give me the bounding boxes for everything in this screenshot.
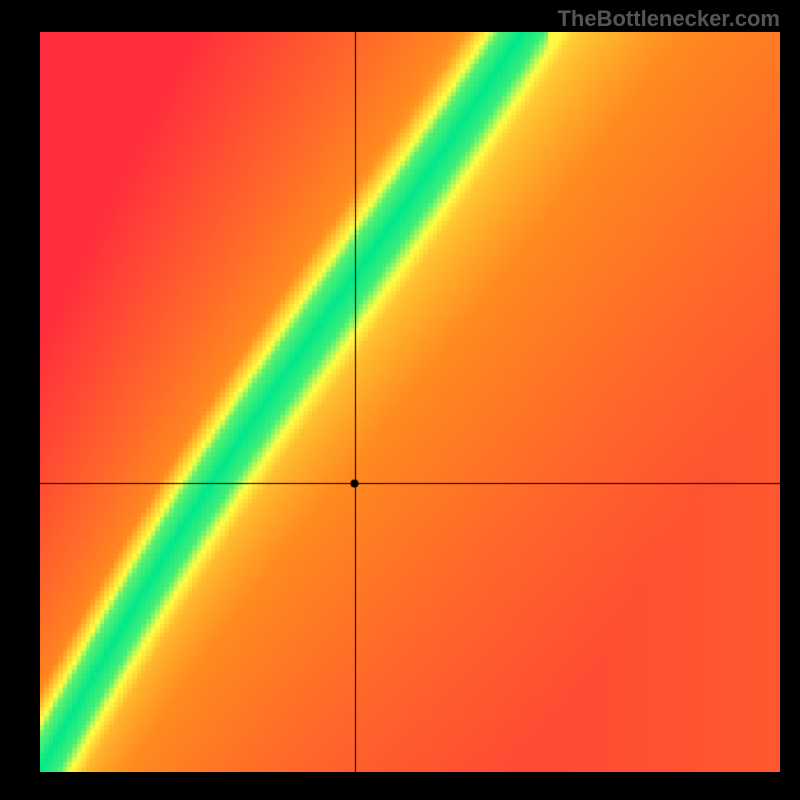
plot-area: [40, 32, 780, 772]
figure-root: TheBottleneсker.com: [0, 0, 800, 800]
heatmap-canvas: [40, 32, 780, 772]
watermark-text: TheBottleneсker.com: [557, 6, 780, 32]
